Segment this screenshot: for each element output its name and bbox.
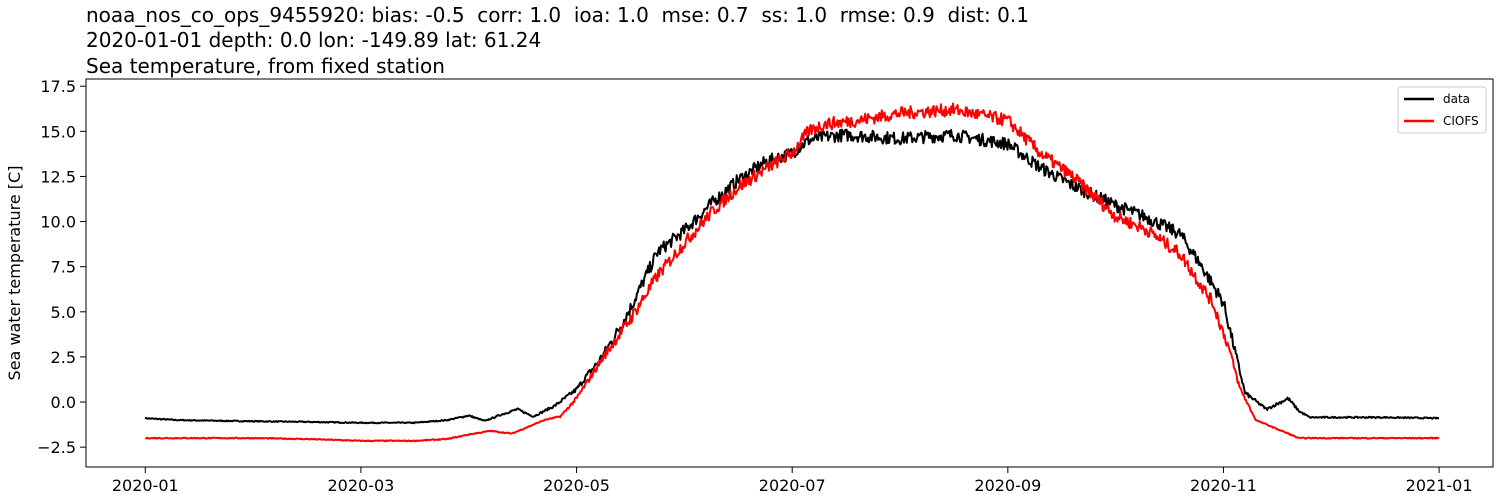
y-tick-label: 15.0 [40, 122, 76, 141]
y-tick-label: 7.5 [51, 258, 76, 277]
legend-label-data: data [1443, 92, 1470, 106]
plot-frame [85, 78, 1494, 468]
y-tick-label: 12.5 [40, 167, 76, 186]
y-tick-label: −2.5 [37, 438, 76, 457]
series-layer [144, 102, 1440, 443]
x-tick-label: 2020-09 [974, 476, 1041, 495]
y-tick-label: 10.0 [40, 213, 76, 232]
x-tick-label: 2020-03 [328, 476, 395, 495]
x-axis: 2020-01 2020-03 2020-05 2020-07 2020-09 2020-… [112, 467, 1473, 495]
x-tick-label: 2021-01 [1406, 476, 1473, 495]
x-tick-label: 2020-11 [1190, 476, 1257, 495]
x-tick-label: 2020-01 [112, 476, 179, 495]
y-axis: −2.5 0.0 2.5 5.0 7.5 10.0 12.5 15.0 17.5 [37, 77, 86, 457]
series-line-ciofs [144, 102, 1440, 443]
chart-title-line-3: Sea temperature, from fixed station [86, 54, 445, 78]
y-axis-label: Sea water temperature [C] [5, 166, 24, 381]
chart-title-line-1: noaa_nos_co_ops_9455920: bias: -0.5 corr… [86, 3, 1029, 27]
x-tick-label: 2020-07 [759, 476, 826, 495]
y-tick-label: 0.0 [51, 393, 76, 412]
y-tick-label: 17.5 [40, 77, 76, 96]
legend-label-ciofs: CIOFS [1443, 114, 1479, 128]
chart-title-line-2: 2020-01-01 depth: 0.0 lon: -149.89 lat: … [86, 28, 542, 52]
y-tick-label: 2.5 [51, 348, 76, 367]
x-tick-label: 2020-05 [543, 476, 610, 495]
y-tick-label: 5.0 [51, 303, 76, 322]
legend: data CIOFS [1397, 86, 1487, 134]
series-line-data [144, 128, 1440, 425]
